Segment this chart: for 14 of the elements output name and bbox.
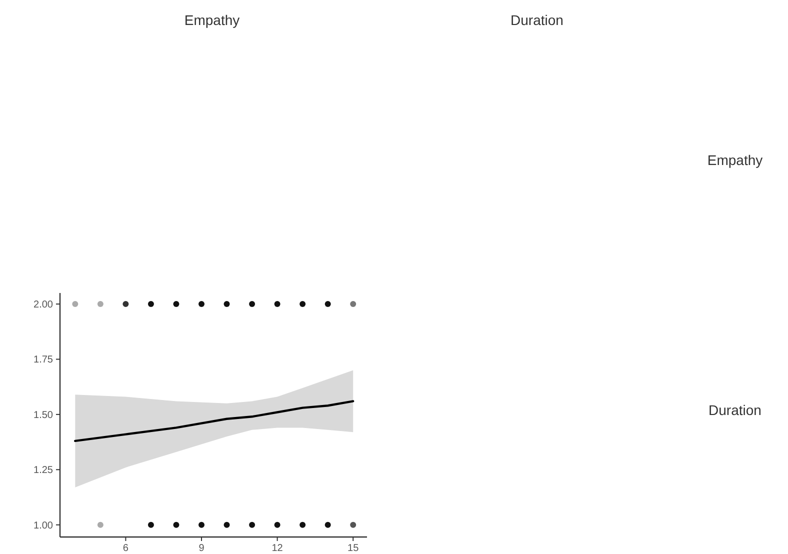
y-tick-label: 2.00 xyxy=(34,300,54,311)
x-tick-label: 15 xyxy=(348,543,360,554)
text: Duration xyxy=(510,12,564,28)
y-tick-label: 1.25 xyxy=(34,465,54,476)
y-tick-label: 1.00 xyxy=(34,520,54,532)
text: Empathy xyxy=(707,152,763,168)
y-tick-label: 1.75 xyxy=(34,354,54,366)
text: Duration xyxy=(708,402,762,418)
x-tick-label: 6 xyxy=(122,543,129,554)
line-series xyxy=(74,400,354,442)
y-tick-label: 1.50 xyxy=(34,410,54,421)
x-tick-label: 9 xyxy=(198,543,205,554)
text: Empathy xyxy=(184,12,240,28)
x-tick-label: 12 xyxy=(272,543,284,554)
